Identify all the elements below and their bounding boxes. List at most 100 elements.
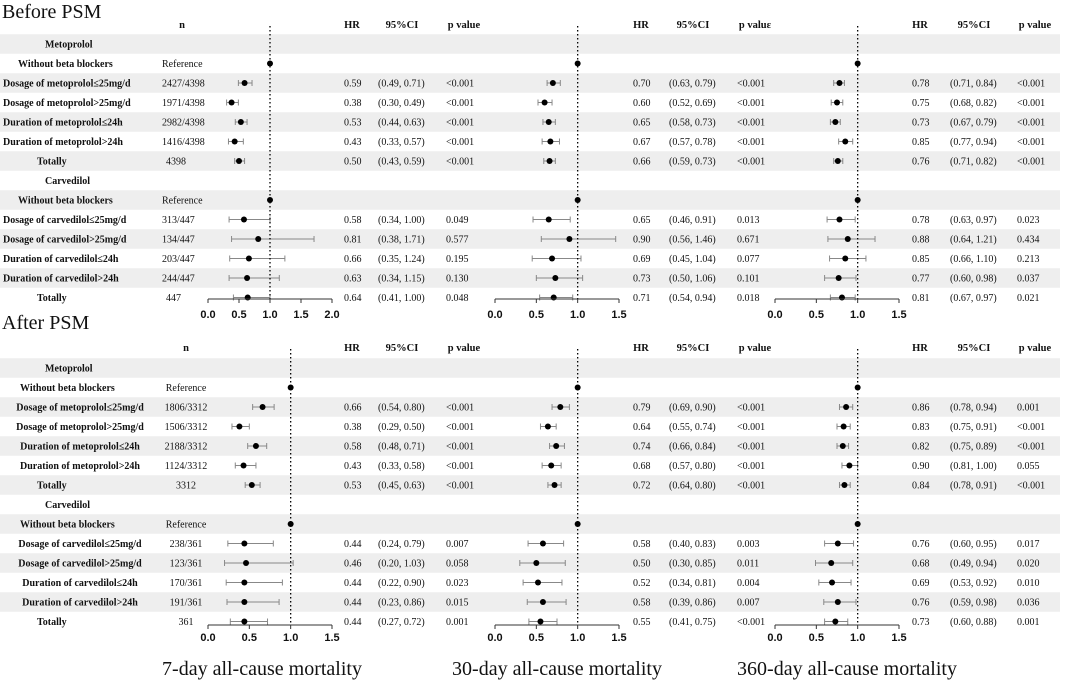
table-row: Totally 361 0.44 (0.27, 0.72) 0.001 0.55 (0.41… [37,617,1040,628]
section-title: Before PSM [2,1,102,23]
row-n-value: 2982/4398 [162,118,205,129]
hr-point [842,255,849,262]
ci-value: (0.34, 1.15) [378,274,425,285]
row-n-value: 3312 [176,481,196,492]
hr-value: 0.67 [633,137,651,148]
hr-point [547,138,554,145]
reference-point [574,521,581,527]
hr-value: 0.90 [912,461,930,472]
p-value: <0.001 [1017,79,1045,90]
p-value: <0.001 [446,157,474,168]
column-header-hr: HR [912,20,928,31]
ci-value: (0.56, 1.46) [669,235,716,246]
p-value: <0.001 [737,118,765,129]
ci-value: (0.27, 0.72) [378,617,425,628]
hr-value: 0.76 [912,598,930,609]
p-value: <0.001 [737,157,765,168]
tick-label: 1.0 [262,309,277,321]
section-title: After PSM [2,312,89,334]
tick-label: 1.0 [570,309,585,321]
hr-point [537,618,544,625]
row-label: Metoprolol [45,40,93,51]
table-row: Metoprolol [0,358,1060,378]
p-value: <0.001 [1017,422,1045,433]
p-value: <0.001 [1017,137,1045,148]
row-stripe [0,73,1060,93]
tick-label: 1.0 [283,632,298,644]
hr-value: 0.43 [344,461,362,472]
hr-point [549,80,556,86]
p-value: 0.130 [446,274,469,285]
row-label: Totally [37,481,67,492]
ci-value: (0.52, 0.69) [669,98,716,109]
row-label: Duration of carvedilol≤24h [3,254,119,265]
column-header-95ci: 95%CI [958,343,991,354]
row-stripe [0,268,1060,288]
tick-label: 1.5 [891,309,906,321]
p-value: <0.001 [446,481,474,492]
row-n-value: 238/361 [170,539,203,550]
hr-value: 0.60 [633,98,651,109]
hr-point [841,482,848,488]
ci-value: (0.67, 0.97) [950,293,997,304]
row-n-value: 1806/3312 [165,403,208,414]
ci-value: (0.50, 1.06) [669,274,716,285]
reference-point [574,384,581,391]
tick-label: 0.5 [809,309,824,321]
ci-value: (0.24, 0.79) [378,539,425,550]
hr-point [231,138,238,145]
hr-point [549,255,556,262]
section-before-psm: Before PSM n HR 95%CI p value HR 95%CI p valuε H… [0,1,1060,321]
hr-point [834,99,840,106]
ci-value: (0.23, 0.86) [378,598,425,609]
ci-value: (0.64, 0.80) [669,481,716,492]
table-row: Duration of metoprolol≤24h 2982/4398 0.53 (… [0,112,1060,132]
ci-value: (0.35, 1.24) [378,254,425,265]
hr-value: 0.52 [633,578,651,589]
hr-point [236,423,243,430]
row-label: Carvedilol [45,176,90,187]
section-after-psm: After PSM n HR 95%CI p value HR 95%CI p value HR… [0,312,1060,644]
row-label: Dosage of metoprolol≤25mg/d [3,79,131,90]
p-value: 0.001 [1017,403,1040,414]
tick-label: 0.5 [529,632,544,644]
hr-value: 0.65 [633,118,651,129]
row-label: Dosage of metoprolol>25mg/d [3,98,131,109]
hr-value: 0.70 [633,79,651,90]
ci-value: (0.60, 0.88) [950,617,997,628]
hr-point [241,80,248,86]
x-axis: 0.0 0.5 1.0 1.5 [487,349,627,644]
reference-point [854,197,861,203]
table-row: Dosage of carvedilol≤25mg/d 238/361 0.44 (0… [18,539,1039,550]
row-stripe [0,229,1060,249]
column-header-p-value: p value [739,343,772,354]
hr-value: 0.66 [633,157,651,168]
ci-value: (0.29, 0.50) [378,422,425,433]
reference-point [287,521,294,527]
ci-value: (0.69, 0.90) [669,403,716,414]
row-n-value: 123/361 [170,559,203,570]
hr-point [240,462,247,469]
p-value: 0.001 [446,617,469,628]
ci-value: (0.44, 0.63) [378,118,425,129]
row-label: Duration of metoprolol>24h [20,461,140,472]
hr-value: 0.78 [912,79,930,90]
hr-value: 0.85 [912,254,930,265]
p-value: 0.195 [446,254,469,265]
column-header-n: n [179,20,185,31]
row-label: Dosage of metoprolol≤25mg/d [16,403,144,414]
hr-value: 0.77 [912,274,930,285]
table-row: Without beta blockers Reference [0,514,1060,534]
hr-point [546,158,553,164]
row-label: Dosage of carvedilol≤25mg/d [3,215,127,226]
hr-point [237,119,244,125]
hr-value: 0.90 [633,235,651,246]
row-label: Without beta blockers [18,196,113,207]
row-stripe [0,514,1060,534]
hr-point [244,294,251,301]
column-header-hr: HR [633,343,649,354]
hr-point [566,236,573,242]
hr-value: 0.43 [344,137,362,148]
hr-value: 0.82 [912,442,930,453]
row-label: Carvedilol [45,500,90,511]
